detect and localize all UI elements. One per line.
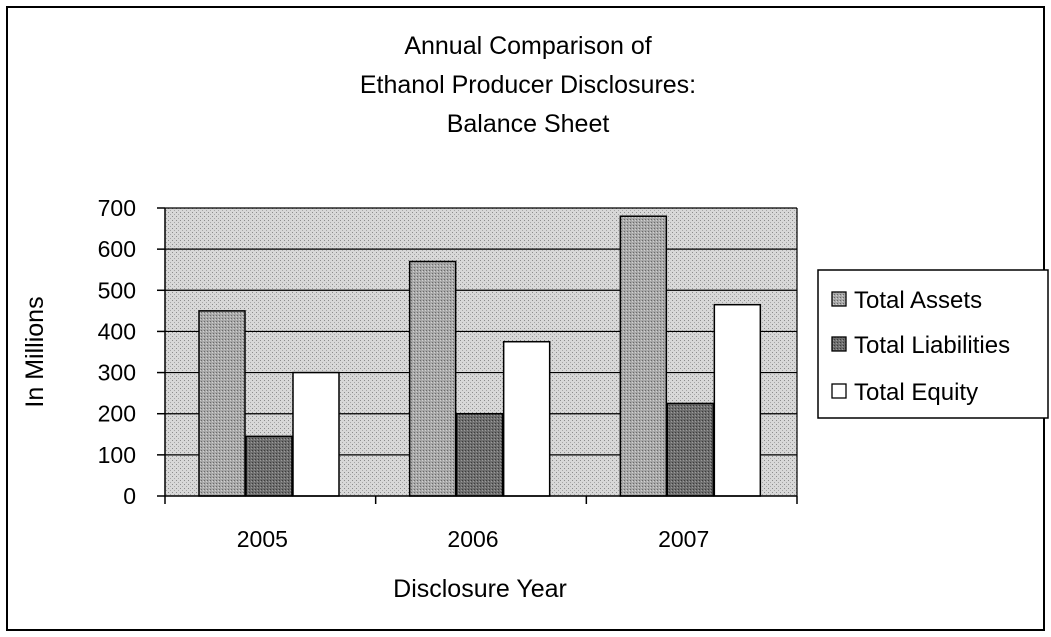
y-tick-label: 600 [98, 236, 136, 262]
y-tick-label: 200 [98, 401, 136, 427]
bar-total-equity-2007 [713, 303, 762, 497]
bars [198, 215, 762, 497]
bar-total-liabilities-2007 [666, 402, 715, 497]
chart-title: Annual Comparison of Ethanol Producer Dis… [360, 32, 696, 138]
legend-label: Total Equity [854, 379, 978, 406]
bar-total-assets-2007 [619, 215, 668, 497]
x-tick-label: 2005 [237, 526, 288, 552]
bar-total-equity-2006 [502, 340, 551, 497]
x-tick-label: 2006 [447, 526, 498, 552]
y-tick-label: 300 [98, 360, 136, 386]
x-axis-title: Disclosure Year [393, 575, 567, 603]
y-tick-label: 700 [98, 195, 136, 221]
gridlines [165, 207, 798, 496]
y-tick-label: 500 [98, 277, 136, 303]
legend-box [817, 269, 1049, 419]
legend-label: Total Liabilities [854, 332, 1010, 359]
y-axis-title: In Millions [21, 296, 49, 407]
legend-label: Total Assets [854, 287, 982, 314]
axes [157, 207, 798, 504]
bar-total-assets-2005 [198, 310, 246, 497]
y-tick-label: 0 [123, 483, 136, 509]
title-line: Balance Sheet [447, 110, 610, 138]
bar-total-liabilities-2006 [455, 412, 504, 497]
x-tick-label: 2007 [658, 526, 709, 552]
legend-swatch-total-assets [831, 291, 847, 307]
legend-swatch-total-equity [831, 383, 847, 399]
y-tick-labels: 0 100 200 300 400 500 600 700 [98, 195, 136, 509]
y-tick-label: 400 [98, 318, 136, 344]
title-line: Ethanol Producer Disclosures: [360, 71, 696, 99]
bar-total-equity-2005 [292, 371, 340, 497]
title-line: Annual Comparison of [404, 32, 651, 60]
legend-swatch-total-liabilities [831, 336, 847, 352]
x-tick-labels: 2005 2006 2007 [237, 526, 710, 552]
bar-total-assets-2006 [408, 260, 457, 497]
bar-total-liabilities-2005 [245, 435, 293, 497]
legend: Total Assets Total Liabilities Total Equit… [817, 269, 1049, 419]
y-tick-label: 100 [98, 442, 136, 468]
